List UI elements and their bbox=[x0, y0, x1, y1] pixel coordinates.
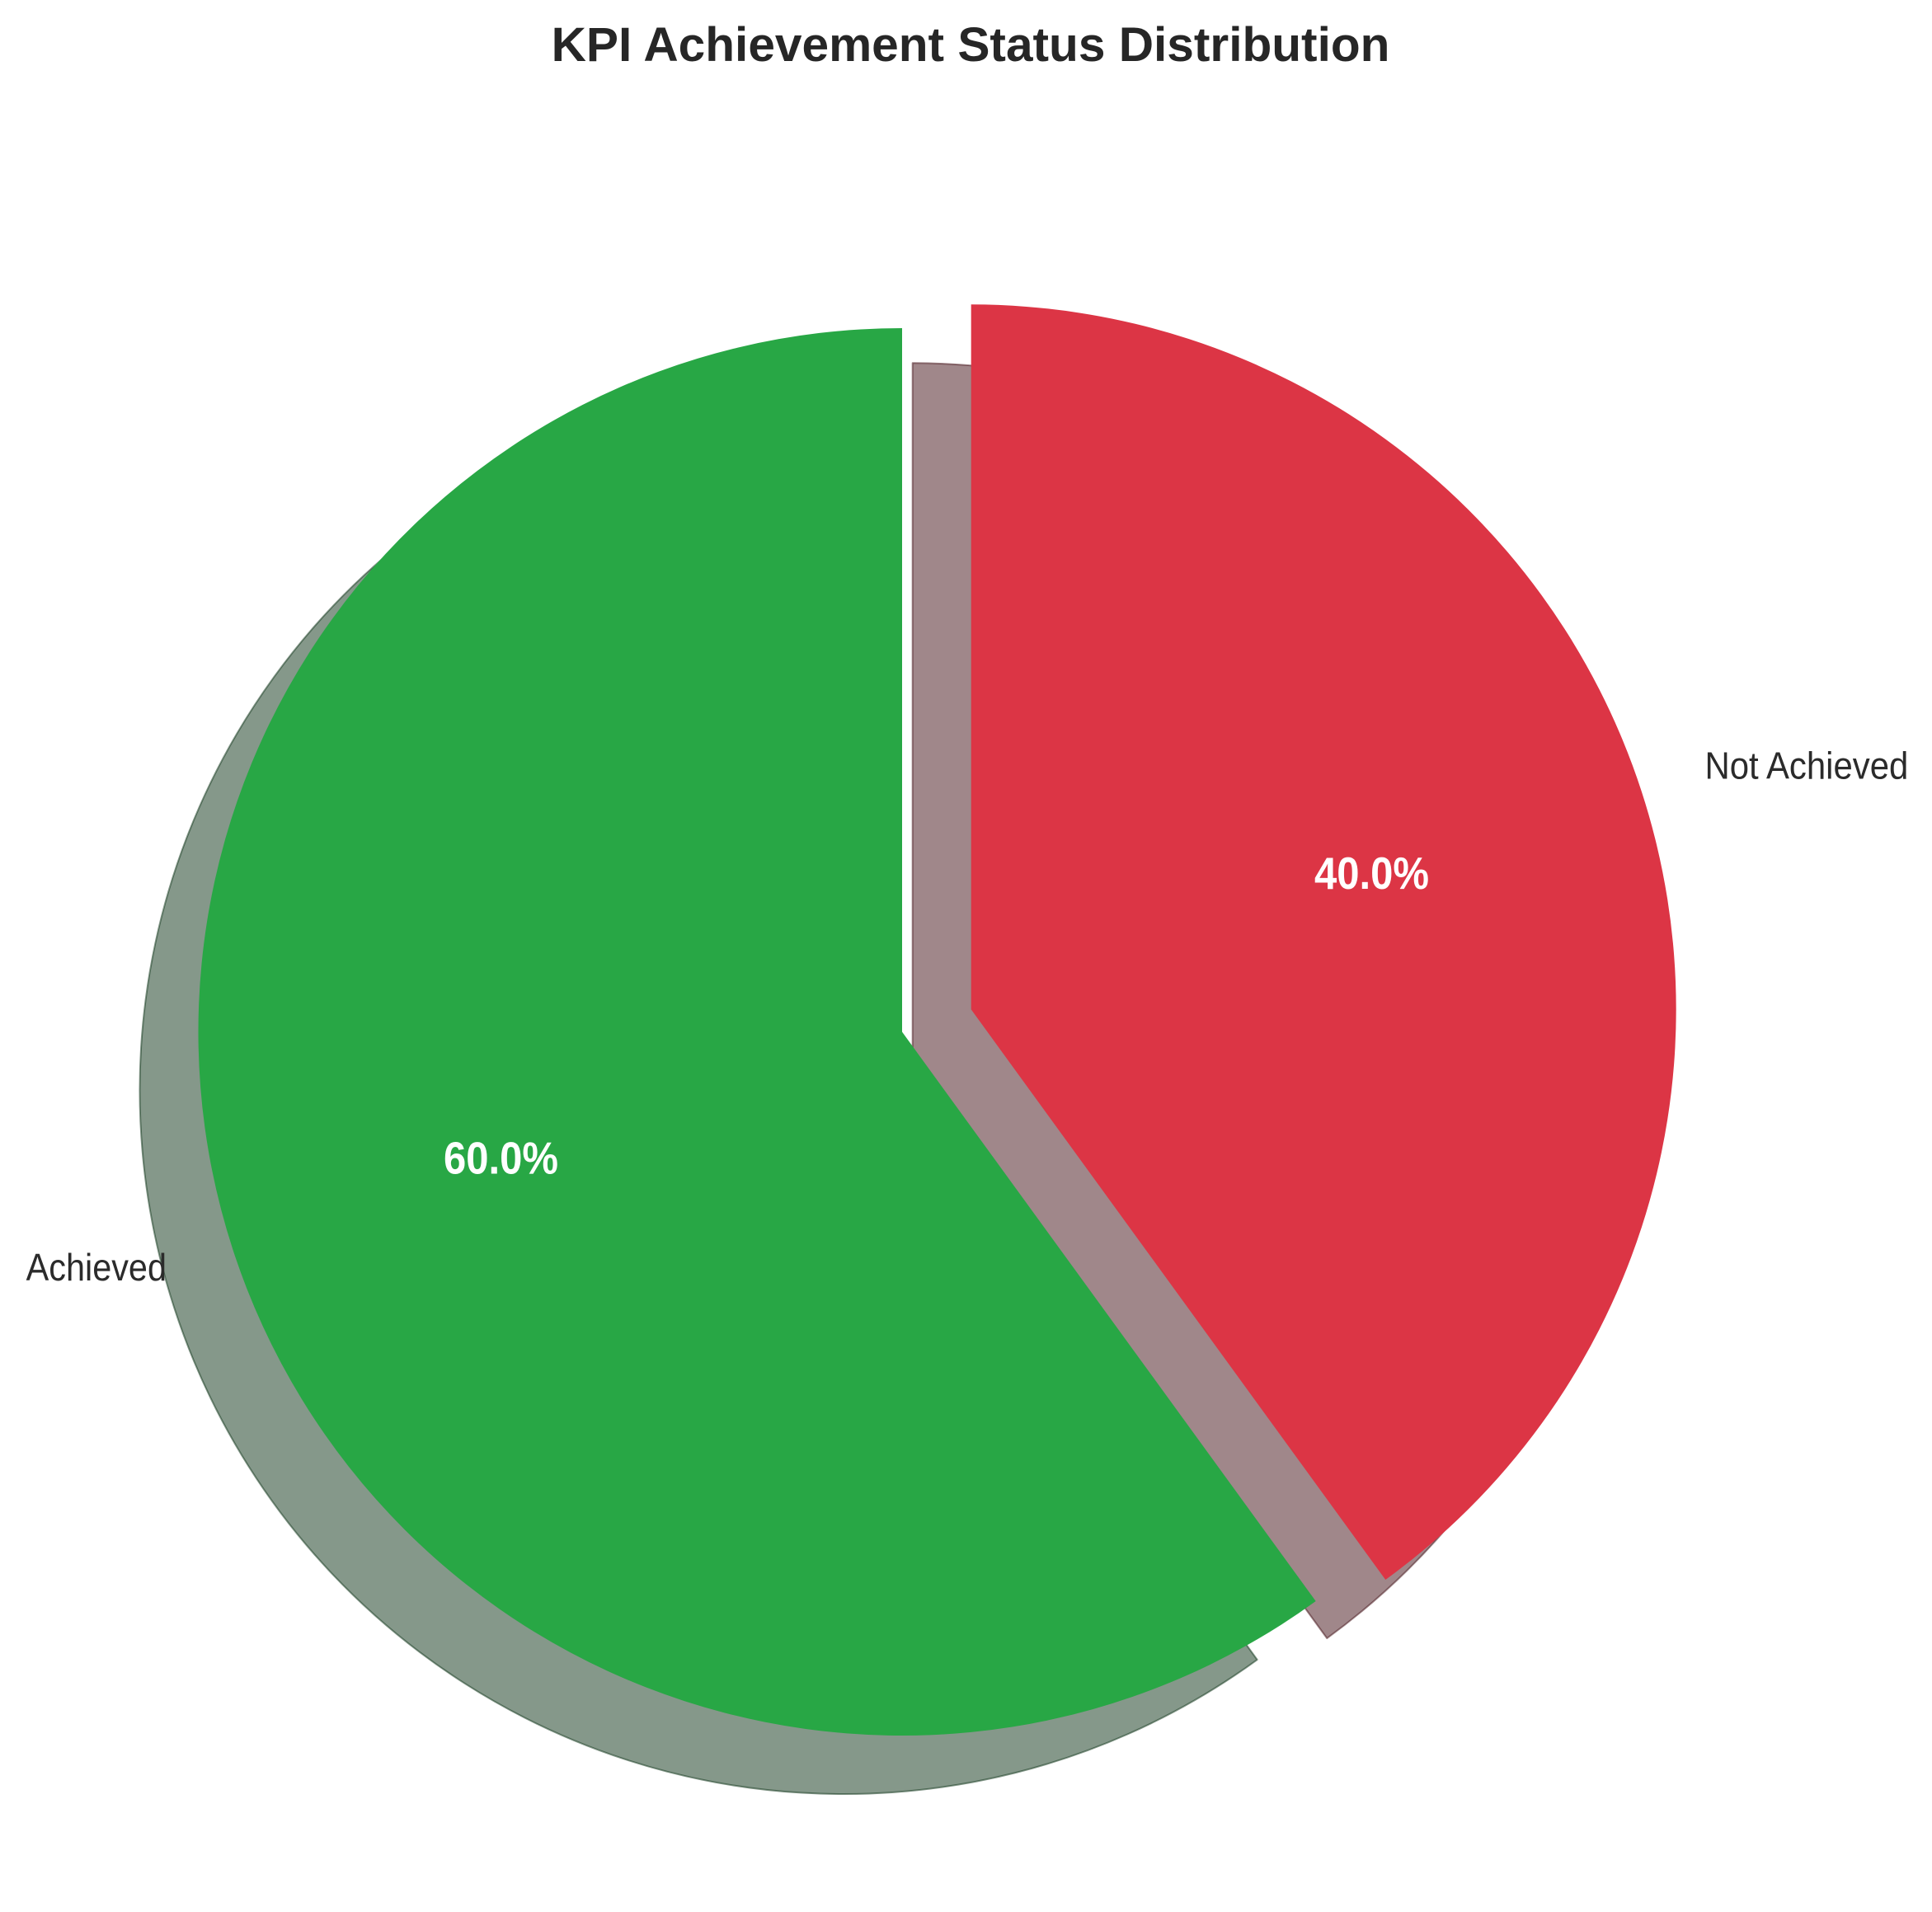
svg-text:KPI Achievement Status Distrib: KPI Achievement Status Distribution bbox=[552, 18, 1390, 72]
svg-text:Not Achieved: Not Achieved bbox=[1705, 745, 1909, 787]
svg-text:60.0%: 60.0% bbox=[444, 1133, 558, 1183]
svg-text:Achieved: Achieved bbox=[26, 1246, 167, 1289]
svg-text:40.0%: 40.0% bbox=[1314, 848, 1429, 899]
